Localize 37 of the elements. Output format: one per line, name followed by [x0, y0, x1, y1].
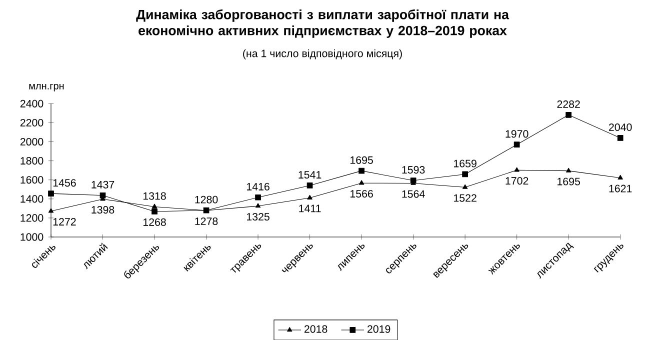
legend-label: 2019: [368, 325, 390, 333]
data-label: 1695: [350, 156, 373, 164]
data-label: 1272: [53, 218, 76, 226]
data-label: 1621: [609, 184, 632, 192]
y-tick-label: 2400: [20, 100, 44, 108]
y-tick-label: 1800: [20, 156, 44, 164]
y-tick-label: 1000: [20, 233, 44, 241]
chart-title: Динаміка заборгованості з виплати заробітної плати на економічно активних підприємствах у 2018–2019 роках: [136, 9, 510, 38]
data-label: 1456: [53, 178, 76, 186]
data-label: 1278: [195, 217, 218, 225]
data-label: 1566: [350, 190, 373, 198]
data-label: 1593: [402, 166, 425, 174]
data-label: 2040: [609, 123, 632, 131]
data-label: 2282: [557, 100, 580, 108]
y-axis-title: млн.грн: [29, 84, 64, 92]
data-label: 1702: [506, 176, 528, 184]
y-tick-label: 2200: [20, 118, 44, 126]
data-label: 1659: [454, 160, 476, 168]
data-label: 1970: [506, 130, 528, 138]
legend-label: 2018: [304, 325, 328, 333]
data-label: 1411: [299, 204, 321, 212]
data-label: 1522: [454, 194, 476, 202]
data-label: 1318: [143, 192, 166, 200]
data-label: 1398: [92, 206, 114, 214]
data-label: 1564: [402, 190, 425, 198]
chart-subtitle: (на 1 число відповідного місяця): [243, 49, 402, 60]
y-tick-label: 1400: [20, 194, 44, 203]
data-label: 1695: [558, 178, 580, 186]
data-label: 1280: [195, 196, 218, 204]
data-label: 1268: [143, 218, 166, 226]
data-label: 1437: [92, 180, 114, 188]
data-label: 1325: [246, 212, 270, 220]
data-label: 1541: [298, 170, 322, 178]
y-tick-label: 1200: [20, 214, 44, 222]
y-tick-label: 2000: [20, 138, 44, 146]
data-label: 1416: [246, 182, 270, 190]
y-tick-label: 1600: [20, 176, 44, 184]
